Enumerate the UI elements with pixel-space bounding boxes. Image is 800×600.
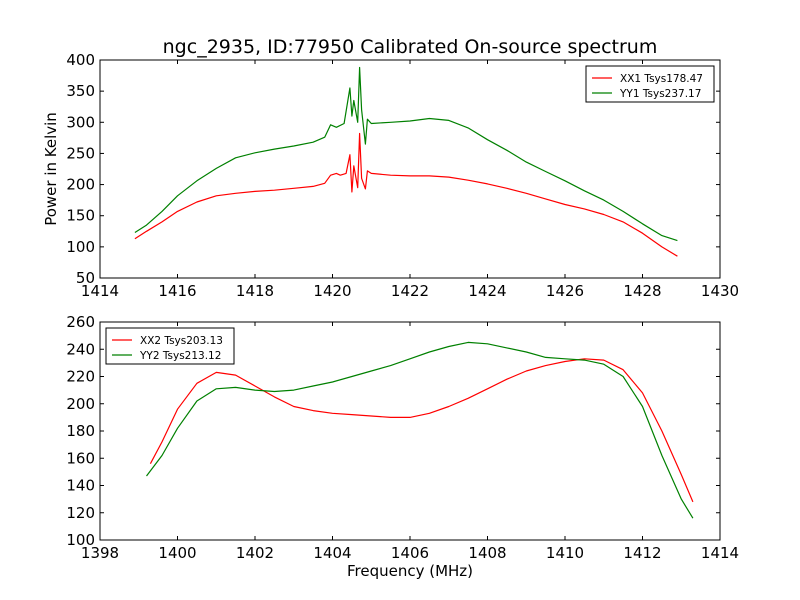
x-tick-label: 1412 [623,544,661,562]
y-tick-label: 200 [66,395,95,413]
legend: XX2 Tsys203.13 YY2 Tsys213.12 [105,327,235,365]
x-tick-label: 1428 [623,282,661,300]
x-tick-label: 1430 [701,282,739,300]
x-tick-label: 1422 [391,282,429,300]
series-line-xx1 [134,132,678,257]
legend-label: YY2 Tsys213.12 [139,350,221,362]
legend-box [585,65,715,103]
y-tick-label: 300 [66,113,95,131]
y-tick-label: 160 [66,449,95,467]
bottom-panel: 1398 1400 1402 1404 1406 1408 1410 1412 1414 100 1… [66,313,739,580]
x-tick-label: 1404 [313,544,351,562]
y-tick-label: 350 [66,82,95,100]
x-tick-label: 1414 [81,282,119,300]
x-tick-label: 1416 [158,282,196,300]
figure-title: ngc_2935, ID:77950 Calibrated On-source … [163,36,658,58]
x-tick-label: 1402 [236,544,274,562]
x-tick-label: 1398 [81,544,119,562]
y-tick-label: 100 [66,238,95,256]
x-tick-label: 1408 [468,544,506,562]
x-tick-label: 1410 [546,544,584,562]
y-tick-label: 150 [66,207,95,225]
x-tick-label: 1406 [391,544,429,562]
y-tick-label: 240 [66,340,95,358]
y-tick-label: 100 [66,531,95,549]
top-panel: 1414 1416 1418 1420 1422 1424 1426 1428 1430 50 10… [42,51,739,300]
y-tick-label: 250 [66,144,95,162]
y-tick-label: 140 [66,477,95,495]
x-tick-label: 1418 [236,282,274,300]
series-line-yy1 [134,66,678,242]
series-line-yy2 [146,341,694,519]
legend-label: XX1 Tsys178.47 [620,73,703,85]
legend: XX1 Tsys178.47 YY1 Tsys237.17 [585,65,715,103]
legend-label: YY1 Tsys237.17 [619,88,701,100]
series-line-xx2 [149,358,694,503]
x-tick-label: 1400 [158,544,196,562]
x-tick-label: 1426 [546,282,584,300]
y-tick-label: 260 [66,313,95,331]
x-axis-title: Frequency (MHz) [347,562,473,580]
y-tick-label: 120 [66,504,95,522]
y-tick-label: 180 [66,422,95,440]
y-tick-label: 50 [76,269,95,287]
x-tick-label: 1414 [701,544,739,562]
y-tick-label: 400 [66,51,95,69]
x-tick-label: 1424 [468,282,506,300]
y-tick-label: 220 [66,368,95,386]
x-tick-label: 1420 [313,282,351,300]
y-axis-title: Power in Kelvin [42,112,60,226]
y-tick-label: 200 [66,176,95,194]
legend-box [105,327,235,365]
legend-label: XX2 Tsys203.13 [140,335,223,347]
